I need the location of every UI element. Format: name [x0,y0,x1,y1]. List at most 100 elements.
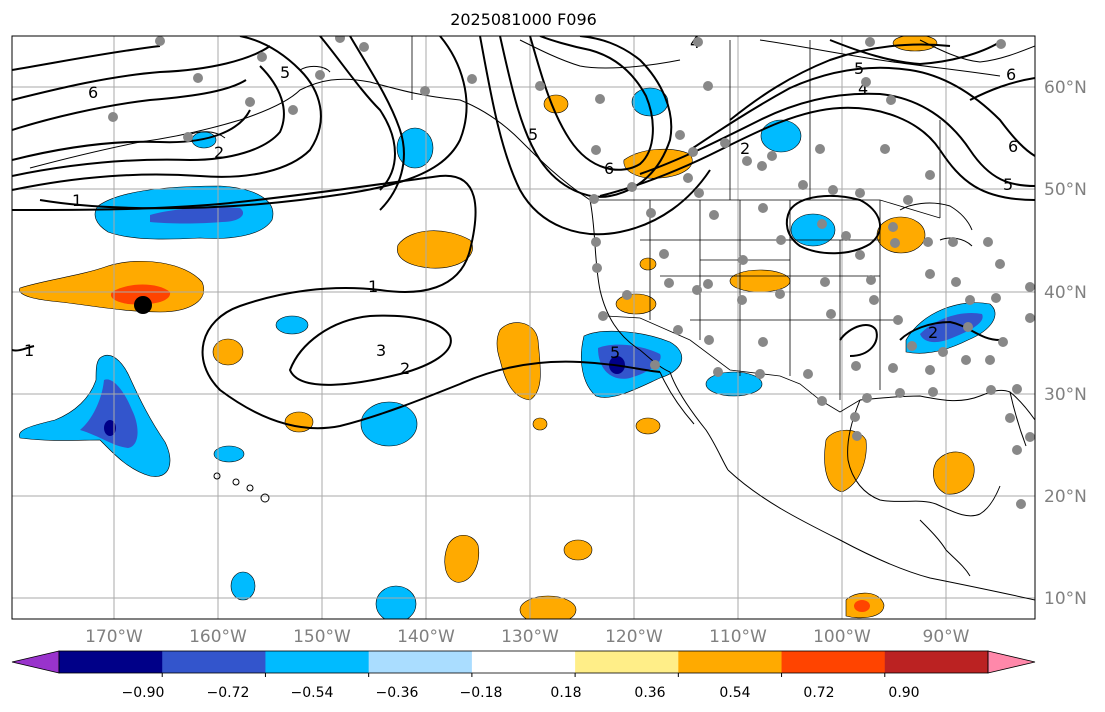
colorbar-segment [575,651,679,673]
contour-label: 5 [854,59,864,78]
positive-anomaly [212,338,244,366]
colorbar-segment [59,651,163,673]
positive-anomaly [892,36,938,52]
lon-label: 100°W [813,627,871,647]
negative-anomaly [375,585,417,619]
contour-label: 6 [604,159,614,178]
contour-labels: 6 5 2 1 1 3 2 4 5 6 5 2 6 4 5 6 5 2 1 [24,36,1018,378]
map-frame [11,35,1036,620]
lon-label: 160°W [189,627,247,647]
negative-anomaly [360,401,418,447]
contour-label: 4 [858,79,868,98]
latitude-labels: 60°N 50°N 40°N 30°N 20°N 10°N [1044,78,1087,609]
colorbar-tick-label: −0.18 [460,685,503,701]
lat-label: 40°N [1044,283,1087,303]
contour-label: 2 [400,359,410,378]
colorbar-segment [471,651,576,673]
station-markers [108,36,1035,509]
colorbar-tick-label: −0.72 [207,685,250,701]
positive-anomaly [519,595,577,619]
lon-label: 130°W [501,627,559,647]
contour-label: 3 [376,341,386,360]
lon-label: 170°W [85,627,143,647]
contour-label: 1 [72,191,82,210]
lon-label: 110°W [709,627,767,647]
height-contours [12,36,1035,430]
lat-label: 20°N [1044,487,1087,507]
contour-label: 5 [280,63,290,82]
colorbar-segment [781,651,886,673]
positive-anomaly [496,322,541,401]
negative-anomaly [920,312,983,343]
positive-anomaly [444,534,480,583]
contour-label: 6 [1008,137,1018,156]
lat-label: 30°N [1044,385,1087,405]
negative-anomaly [790,213,836,247]
colorbar-segment [368,651,473,673]
colorbar-extend-high [987,650,1036,674]
colorbar-frame [58,650,989,674]
contour-label: 2 [740,139,750,158]
positive-anomaly [639,257,657,271]
contour-label: 2 [928,323,938,342]
colorbar-tick-label: 0.18 [550,685,581,701]
lat-label: 60°N [1044,78,1087,98]
lon-label: 90°W [923,627,970,647]
positive-anomaly [933,451,975,495]
longitude-labels: 170°W 160°W 150°W 140°W 130°W 120°W 110°… [85,627,970,647]
colorbar-extend-low [11,650,60,674]
colorbar-segment [884,651,989,673]
positive-anomaly [824,429,867,493]
colorbar-segment [162,651,266,673]
positive-anomaly [110,284,171,305]
lat-label: 50°N [1044,180,1087,200]
colorbar [11,650,1036,677]
negative-anomaly [80,379,138,448]
contour-label: 2 [214,143,224,162]
negative-anomaly [631,87,669,117]
positive-anomaly [563,539,593,561]
political-borders [411,36,941,413]
positive-anomaly [635,417,661,435]
positive-anomaly [284,411,314,433]
colorbar-tick-label: −0.36 [376,685,419,701]
contour-label: 1 [368,277,378,296]
contour-label: 5 [610,343,620,362]
colorbar-segment [678,651,783,673]
positive-anomaly [19,261,204,313]
lon-label: 120°W [605,627,663,647]
colorbar-tick-labels: −0.90 −0.72 −0.54 −0.36 −0.18 0.18 0.36 … [122,685,920,701]
colorbar-tick-label: −0.54 [291,685,334,701]
colorbar-tick-label: −0.90 [122,685,165,701]
lon-label: 140°W [397,627,455,647]
positive-anomaly [876,216,926,254]
positive-anomaly [397,230,473,269]
contour-label: 6 [88,83,98,102]
positive-anomaly [729,269,791,293]
colorbar-tick-label: 0.90 [888,685,919,701]
negative-anomaly [230,571,256,601]
graticule [12,36,1035,619]
negative-anomaly [705,371,763,397]
lon-label: 150°W [293,627,351,647]
negative-anomaly [396,127,434,169]
colorbar-tick-label: 0.72 [803,685,834,701]
anomaly-shading [19,36,996,619]
contour-label: 5 [528,125,538,144]
negative-anomaly [150,207,244,224]
negative-anomaly [213,445,245,463]
colorbar-tick-label: 0.36 [634,685,665,701]
map-title: 2025081000 F096 [450,10,597,29]
colorbar-segment [265,651,370,673]
positive-anomaly [532,417,548,431]
negative-anomaly [543,94,569,114]
contour-label: 1 [24,341,34,360]
contour-label: 5 [1003,175,1013,194]
lat-label: 10°N [1044,589,1087,609]
highlight-point [134,296,152,314]
colorbar-tick-label: 0.54 [719,685,750,701]
negative-anomaly [275,315,309,335]
negative-anomaly [760,119,802,153]
contour-label: 6 [1006,65,1016,84]
